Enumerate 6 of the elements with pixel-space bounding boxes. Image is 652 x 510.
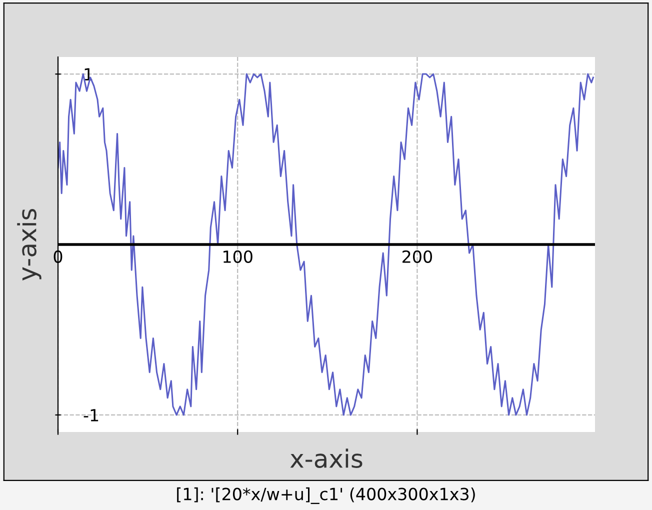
x-tick-label: 200 bbox=[402, 250, 432, 263]
x-tick-label: 100 bbox=[224, 250, 252, 263]
x-axis-title: x-axis bbox=[290, 448, 362, 468]
y-tick-label: -1 bbox=[84, 409, 98, 422]
text: [1]: '[20*x/w+u]_c1' (400x300x1x3) bbox=[177, 487, 475, 504]
y-axis-title: y-axis bbox=[17, 208, 42, 280]
